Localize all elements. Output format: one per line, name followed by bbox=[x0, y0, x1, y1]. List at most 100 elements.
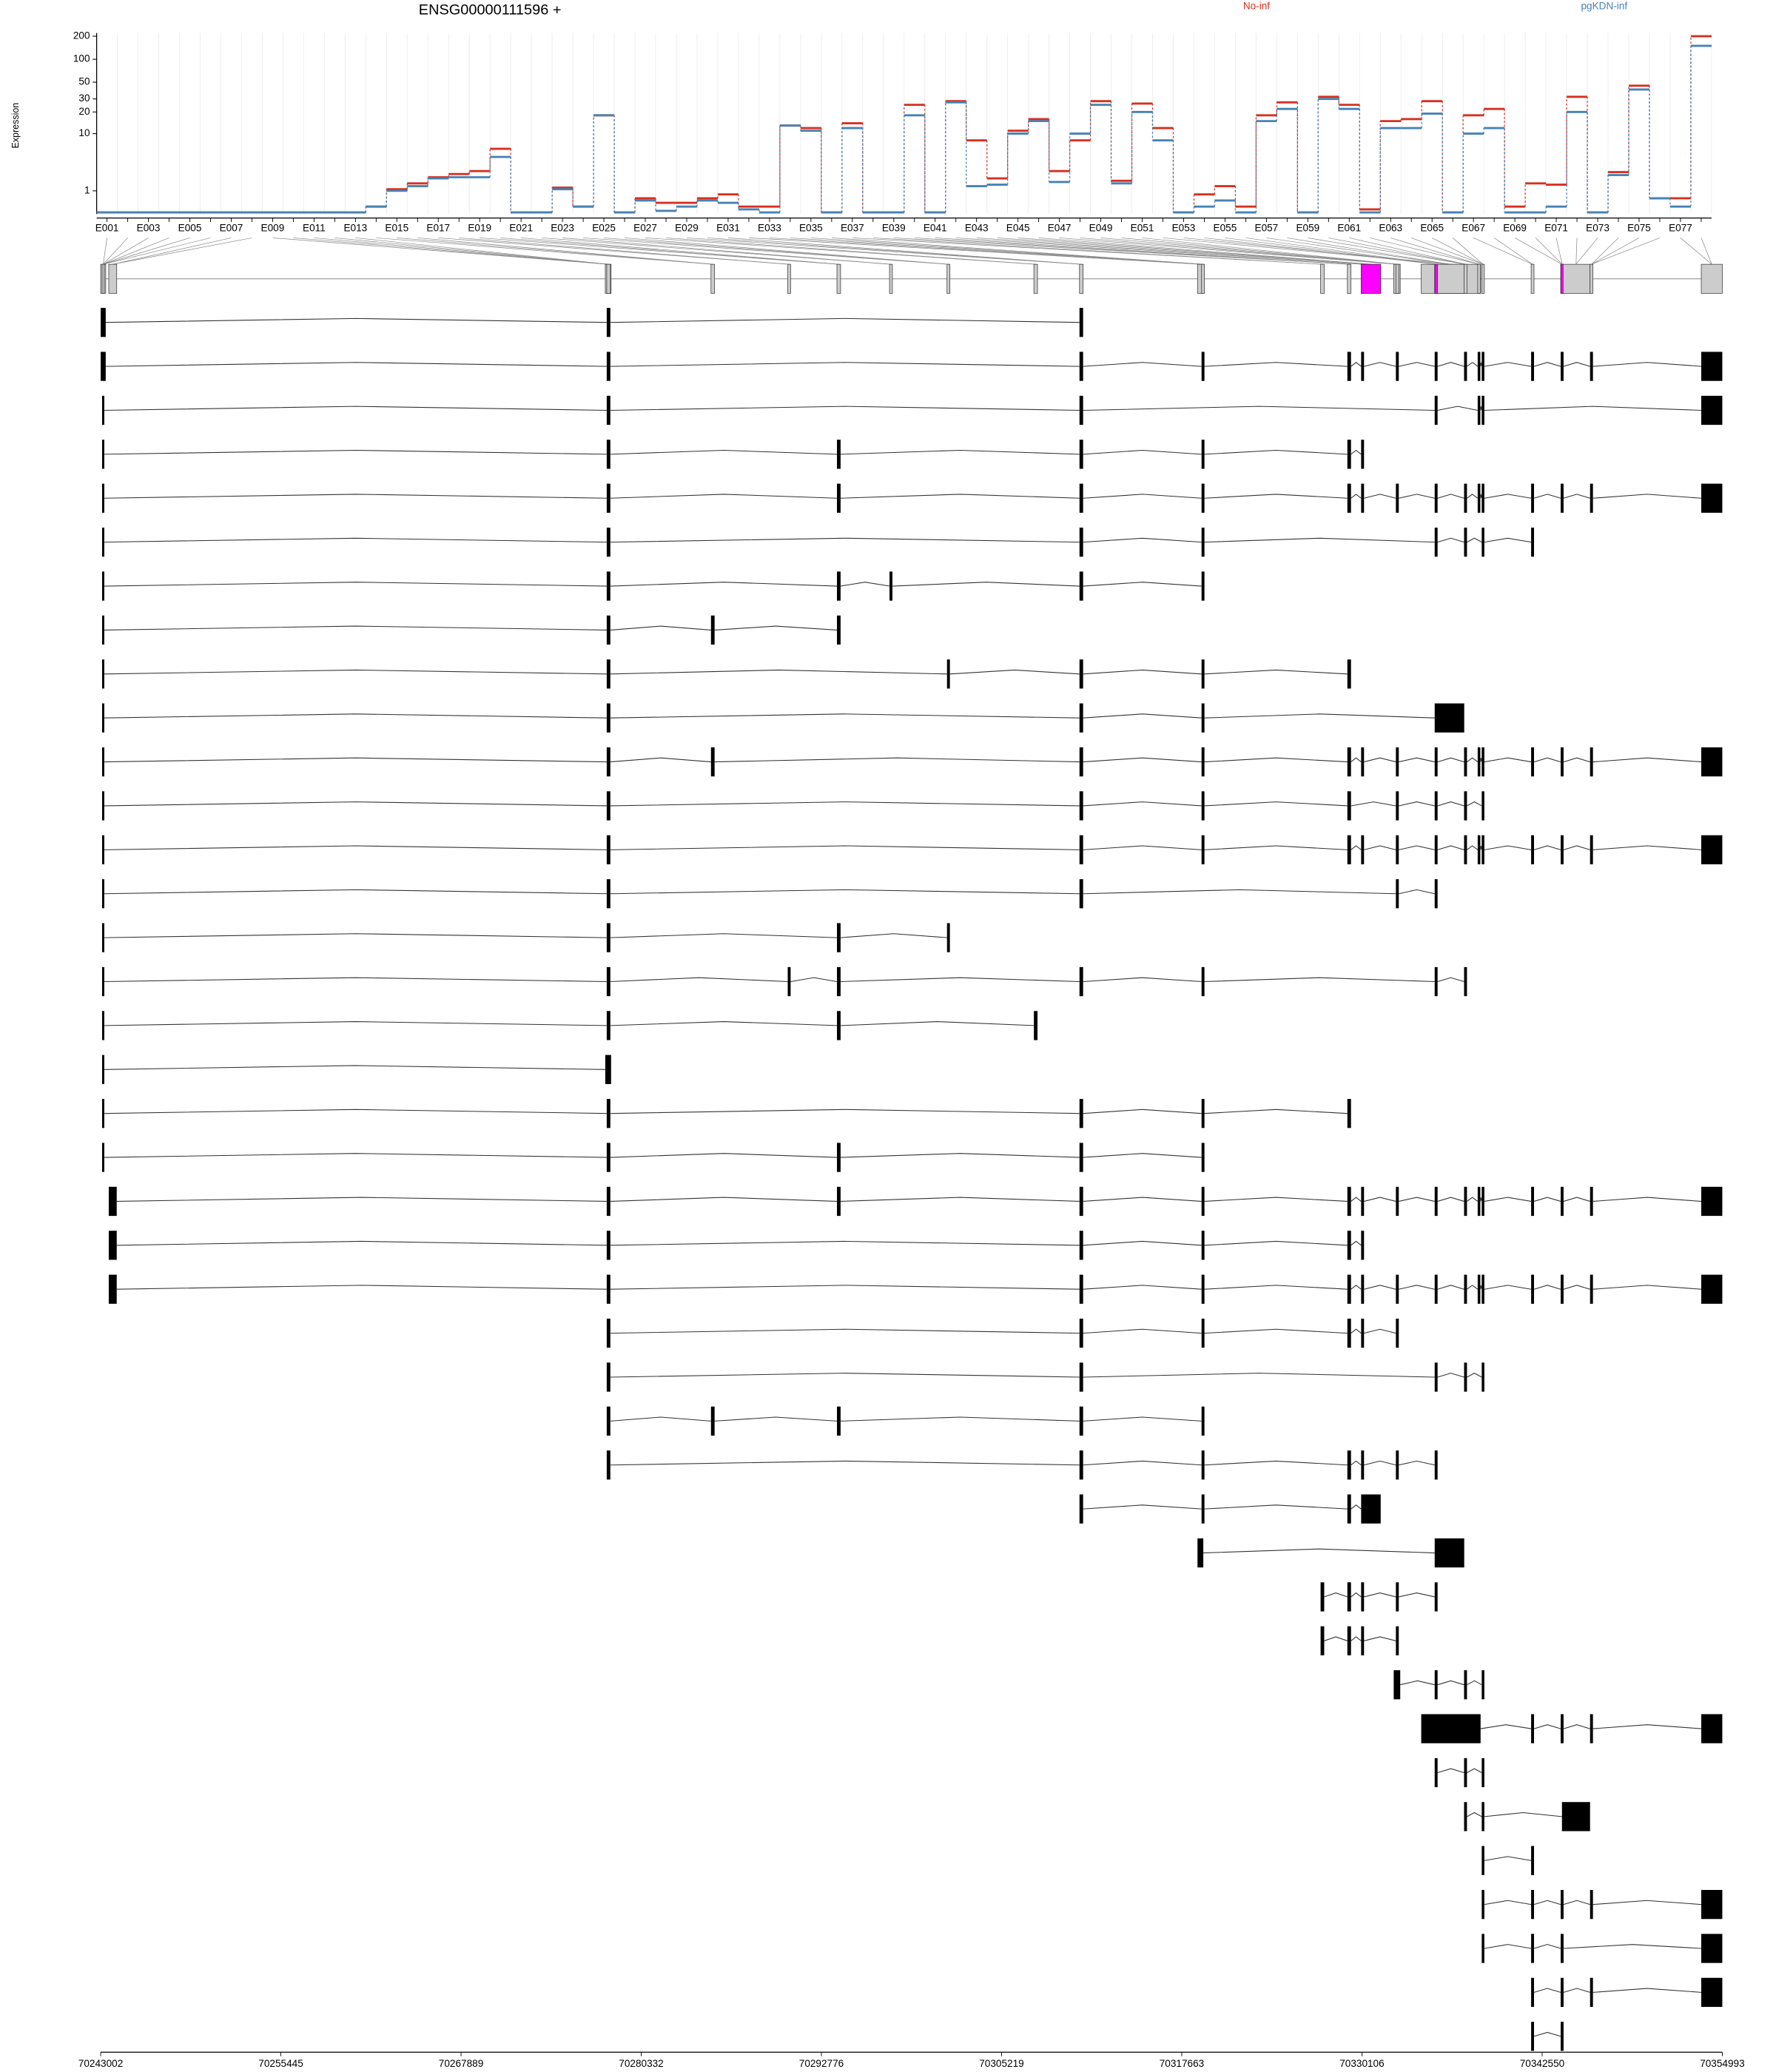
transcript-exon bbox=[1464, 1186, 1467, 1217]
intron bbox=[714, 625, 838, 630]
intron bbox=[610, 977, 788, 983]
transcript-exon bbox=[1079, 1231, 1083, 1260]
transcript-exon bbox=[606, 923, 610, 952]
x-tick-label: E075 bbox=[1627, 223, 1651, 234]
exon-connector bbox=[438, 238, 790, 265]
transcript-exon bbox=[1701, 1889, 1723, 1920]
intron bbox=[1204, 757, 1348, 763]
exon-connector bbox=[500, 238, 839, 265]
x-tick-label: E067 bbox=[1462, 223, 1485, 234]
intron bbox=[1437, 757, 1464, 763]
intron bbox=[1563, 494, 1590, 499]
intron bbox=[116, 1240, 607, 1246]
intron bbox=[1204, 449, 1348, 455]
intron bbox=[610, 1240, 1080, 1246]
transcript-exon bbox=[1079, 1406, 1083, 1436]
transcript-exon bbox=[1561, 1977, 1564, 2008]
transcript-exon bbox=[1320, 1582, 1325, 1612]
transcript-exon bbox=[1531, 528, 1535, 557]
intron bbox=[1484, 845, 1532, 850]
transcript-exon bbox=[1201, 1274, 1205, 1304]
intron bbox=[1479, 758, 1482, 762]
intron bbox=[104, 449, 607, 455]
transcript-exon bbox=[1481, 1934, 1484, 1963]
transcript-exon bbox=[1361, 1626, 1365, 1655]
transcript-exon bbox=[1481, 1362, 1484, 1392]
gene-model-exon bbox=[1033, 263, 1038, 294]
x-tick-label: E057 bbox=[1255, 223, 1279, 234]
transcript-exon bbox=[1393, 1670, 1401, 1700]
transcript-exon bbox=[1464, 1274, 1467, 1304]
intron bbox=[1592, 362, 1702, 367]
intron bbox=[1350, 1504, 1362, 1510]
chart-title: ENSG00000111596 + bbox=[419, 2, 562, 18]
intron bbox=[104, 1153, 607, 1158]
intron bbox=[1563, 1988, 1590, 1993]
intron bbox=[1592, 1724, 1702, 1729]
exon-connector bbox=[376, 238, 713, 265]
intron bbox=[1484, 757, 1532, 763]
x-tick-label: E011 bbox=[303, 223, 326, 234]
transcript-exon bbox=[1347, 1274, 1351, 1304]
transcript-exon bbox=[1531, 1846, 1535, 1875]
intron bbox=[1399, 801, 1435, 807]
x-tick-label: E021 bbox=[509, 223, 533, 234]
intron bbox=[1350, 1240, 1362, 1246]
transcript-exon bbox=[1434, 879, 1438, 909]
transcript-exon bbox=[606, 1011, 610, 1040]
transcript-exon bbox=[1396, 747, 1399, 777]
transcript-exon bbox=[101, 835, 104, 864]
transcript-exon bbox=[101, 966, 104, 997]
transcript-exon bbox=[1561, 1889, 1564, 1920]
intron bbox=[1467, 1373, 1482, 1378]
intron bbox=[1467, 1768, 1482, 1773]
transcript-exon bbox=[606, 703, 610, 733]
intron bbox=[1484, 1856, 1532, 1861]
exon-connector bbox=[103, 238, 149, 265]
transcript-exon bbox=[1701, 1934, 1723, 1963]
transcript-exon bbox=[1701, 395, 1723, 426]
exon-connector bbox=[1452, 238, 1484, 265]
intron bbox=[104, 1065, 605, 1070]
gene-model-exon bbox=[1395, 263, 1399, 294]
transcript-exon bbox=[101, 703, 104, 733]
transcript-exon bbox=[1701, 747, 1723, 777]
intron bbox=[1350, 757, 1362, 762]
intron bbox=[116, 1197, 607, 1202]
intron bbox=[1204, 1460, 1348, 1466]
transcript-exon bbox=[101, 1099, 104, 1128]
exon-connector bbox=[1535, 238, 1563, 265]
transcript-exon bbox=[1464, 528, 1467, 557]
intron bbox=[1364, 1328, 1396, 1334]
transcript-exon bbox=[1481, 1846, 1484, 1875]
transcript-exon bbox=[1590, 1714, 1593, 1743]
transcript-exon bbox=[1197, 1538, 1204, 1568]
y-axis-label: Expression bbox=[10, 103, 21, 149]
transcript-exon bbox=[101, 571, 104, 601]
exon-connector bbox=[314, 238, 608, 265]
transcript-exon bbox=[101, 483, 104, 513]
transcript-exon bbox=[1531, 747, 1535, 777]
transcript-exon bbox=[1590, 483, 1593, 513]
gene-model-exon bbox=[1481, 263, 1485, 294]
transcript-exon bbox=[101, 923, 104, 952]
transcript-exon bbox=[1701, 483, 1723, 513]
transcript-exon bbox=[1481, 1802, 1484, 1832]
intron bbox=[1533, 1285, 1561, 1290]
intron bbox=[1467, 494, 1479, 499]
intron bbox=[1533, 362, 1561, 367]
intron bbox=[1479, 406, 1482, 411]
transcript-exon bbox=[837, 1406, 841, 1436]
transcript-exon bbox=[1361, 1582, 1365, 1612]
transcript-exon bbox=[1347, 1450, 1351, 1480]
intron bbox=[1437, 1680, 1464, 1686]
intron bbox=[104, 757, 607, 763]
transcript-exon bbox=[101, 879, 104, 909]
x-tick-label: E071 bbox=[1544, 223, 1568, 234]
x-tick-label: E059 bbox=[1296, 223, 1319, 234]
intron bbox=[1399, 889, 1435, 895]
exon-connector bbox=[727, 238, 1082, 265]
genome-tick-label: 70354993 bbox=[1700, 2058, 1744, 2069]
transcript-exon bbox=[606, 615, 610, 645]
intron bbox=[1324, 1592, 1348, 1598]
